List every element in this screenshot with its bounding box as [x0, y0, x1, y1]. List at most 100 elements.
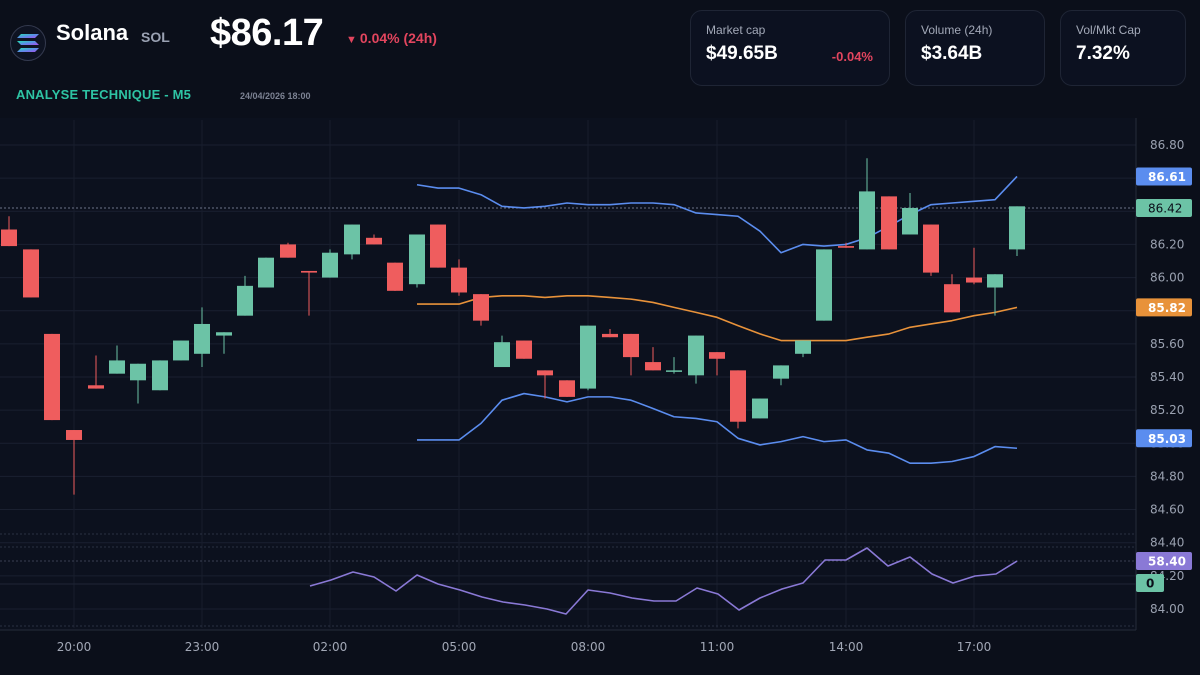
candle[interactable]: [580, 325, 596, 391]
candle[interactable]: [409, 234, 425, 288]
market-cap-value: $49.65B: [706, 43, 778, 64]
x-axis-tick: 11:00: [700, 640, 735, 654]
rsi-label: 58.40: [1136, 552, 1192, 570]
candle[interactable]: [88, 355, 104, 389]
candle[interactable]: [537, 370, 553, 399]
bb-lower-label: 85.03: [1136, 429, 1192, 448]
bollinger-lower-line: [417, 392, 1018, 464]
candle[interactable]: [173, 340, 189, 361]
candle[interactable]: [688, 335, 704, 384]
candle[interactable]: [516, 340, 532, 359]
candle[interactable]: [623, 333, 639, 376]
candle[interactable]: [430, 224, 446, 268]
bollinger-middle-line: [417, 294, 1018, 342]
candle[interactable]: [152, 360, 168, 391]
candle[interactable]: [451, 259, 467, 296]
candle[interactable]: [344, 224, 360, 260]
candle[interactable]: [194, 307, 210, 368]
candle[interactable]: [44, 333, 60, 421]
candle[interactable]: [216, 332, 232, 354]
candle[interactable]: [859, 158, 875, 250]
candle[interactable]: [838, 242, 854, 248]
y-axis-tick: 85.60: [1150, 337, 1184, 351]
timestamp: 24/04/2026 18:00: [240, 91, 311, 101]
candle[interactable]: [258, 257, 274, 288]
y-axis-tick: 86.20: [1150, 237, 1184, 251]
candle[interactable]: [109, 345, 125, 374]
candlestick-chart-canvas[interactable]: 86.8086.6086.4086.2086.0085.8085.6085.40…: [0, 118, 1200, 675]
candle[interactable]: [559, 380, 575, 397]
svg-text:85.03: 85.03: [1148, 432, 1186, 446]
candle[interactable]: [709, 352, 725, 376]
svg-text:86.42: 86.42: [1148, 201, 1182, 215]
candle[interactable]: [645, 347, 661, 371]
header: Solana SOL $86.17 ▼ 0.04% (24h) ANALYSE T…: [0, 0, 1200, 115]
svg-text:58.40: 58.40: [1148, 555, 1186, 569]
x-axis-tick: 17:00: [957, 640, 992, 654]
candle[interactable]: [366, 234, 382, 245]
candle[interactable]: [773, 365, 789, 386]
candle[interactable]: [902, 193, 918, 235]
bb-upper-label: 86.61: [1136, 167, 1192, 186]
candle[interactable]: [237, 275, 253, 316]
candle[interactable]: [752, 398, 768, 419]
rsi-line: [309, 547, 1018, 615]
current-price: $86.17: [210, 12, 324, 54]
solana-logo-icon: [10, 25, 46, 61]
volume-value: $3.64B: [921, 43, 983, 64]
candle[interactable]: [66, 430, 82, 495]
y-axis-tick: 84.80: [1150, 469, 1184, 483]
price-chart[interactable]: 86.8086.6086.4086.2086.0085.8085.6085.40…: [0, 118, 1200, 675]
x-axis-tick: 02:00: [313, 640, 348, 654]
last-price-label: 86.42: [1136, 198, 1192, 217]
candle[interactable]: [387, 262, 403, 291]
candle[interactable]: [730, 370, 746, 429]
vol-mkt-cap-label: Vol/Mkt Cap: [1076, 23, 1141, 37]
candle[interactable]: [923, 224, 939, 276]
candle[interactable]: [301, 270, 317, 316]
y-axis-tick: 86.80: [1150, 138, 1184, 152]
market-cap-label: Market cap: [706, 23, 766, 37]
x-axis-tick: 14:00: [829, 640, 864, 654]
vol-mkt-cap-value: 7.32%: [1076, 43, 1130, 64]
y-axis-tick: 86.00: [1150, 271, 1184, 285]
y-axis-tick: 85.40: [1150, 370, 1184, 384]
candle[interactable]: [666, 357, 682, 374]
candle[interactable]: [322, 249, 338, 278]
volume-label: 0: [1136, 574, 1164, 592]
candle[interactable]: [494, 335, 510, 368]
down-arrow-icon: ▼: [346, 34, 357, 46]
candle[interactable]: [881, 196, 897, 250]
candle[interactable]: [23, 249, 39, 298]
volume-label: Volume (24h): [921, 23, 993, 37]
market-cap-card: Market cap $49.65B -0.04%: [690, 10, 890, 86]
candle[interactable]: [795, 340, 811, 358]
y-axis-tick: 84.40: [1150, 536, 1184, 550]
candle[interactable]: [280, 242, 296, 258]
bb-middle-label: 85.82: [1136, 298, 1192, 317]
x-axis-tick: 20:00: [57, 640, 92, 654]
candle[interactable]: [944, 274, 960, 313]
market-cap-change: -0.04%: [831, 49, 873, 64]
coin-name: Solana: [56, 20, 129, 45]
svg-text:85.82: 85.82: [1148, 301, 1186, 315]
price-change-value: 0.04% (24h): [359, 30, 437, 46]
candle[interactable]: [602, 328, 618, 338]
svg-text:86.61: 86.61: [1148, 170, 1186, 184]
section-title: ANALYSE TECHNIQUE - M5: [16, 87, 192, 102]
candle[interactable]: [1, 216, 17, 247]
y-axis-tick: 84.60: [1150, 503, 1184, 517]
volume-card: Volume (24h) $3.64B: [905, 10, 1045, 86]
y-axis-tick: 85.20: [1150, 403, 1184, 417]
candle[interactable]: [473, 294, 489, 326]
x-axis-tick: 08:00: [571, 640, 606, 654]
candle[interactable]: [130, 363, 146, 404]
candle[interactable]: [1009, 206, 1025, 257]
coin-symbol: SOL: [141, 29, 170, 45]
candle[interactable]: [966, 247, 982, 285]
vol-mkt-cap-card: Vol/Mkt Cap 7.32%: [1060, 10, 1186, 86]
candle[interactable]: [816, 249, 832, 321]
candle[interactable]: [987, 274, 1003, 316]
price-change: ▼ 0.04% (24h): [346, 30, 437, 46]
x-axis-tick: 23:00: [185, 640, 220, 654]
